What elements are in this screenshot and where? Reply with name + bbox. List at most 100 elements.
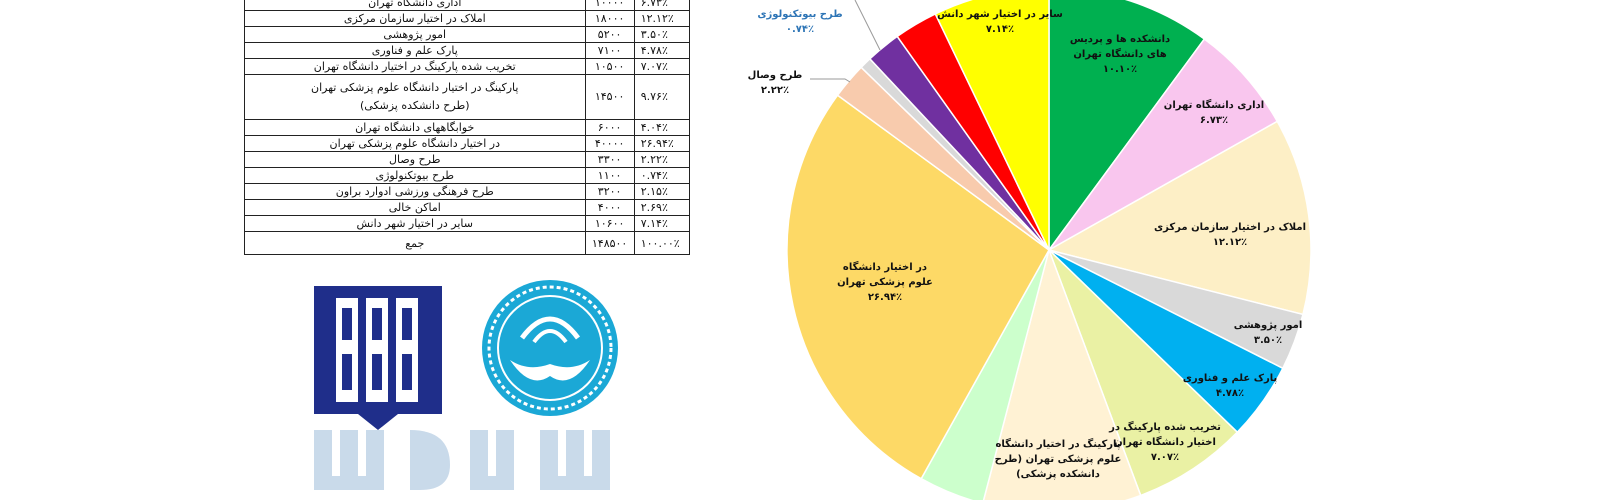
table-cell-name-text: املاک در اختیار سازمان مرکزی xyxy=(343,12,486,25)
table-cell-area: ۷۱۰۰ xyxy=(584,42,635,59)
table-row: تخریب شده پارکینگ در اختیار دانشگاه تهرا… xyxy=(244,58,691,75)
table-cell-name-text: جمع xyxy=(405,236,425,250)
table-cell-name: طرح وصال xyxy=(244,151,586,168)
table-cell-percent: ۶.۷۳٪ xyxy=(633,0,691,11)
table-cell-name: سایر در اختیار شهر دانش xyxy=(244,215,586,232)
table-cell-name-text: خوابگاههای دانشگاه تهران xyxy=(355,121,475,134)
table-cell-name: اماکن خالی xyxy=(244,199,586,216)
table-cell-area: ۱۰۶۰۰ xyxy=(584,215,635,232)
table-cell-name: تخریب شده پارکینگ در اختیار دانشگاه تهرا… xyxy=(244,58,586,75)
table-cell-percent: ۲.۲۲٪ xyxy=(633,151,691,168)
pie-value-label: ۳.۵۰٪ xyxy=(1254,335,1282,346)
table-cell-percent: ۷.۰۷٪ xyxy=(633,58,691,75)
table-cell-name: در اختیار دانشگاه علوم پزشکی تهران xyxy=(244,135,586,152)
table-cell-name: پارکینگ در اختیار دانشگاه علوم پزشکی تهر… xyxy=(244,74,586,120)
table-cell-area: ۳۲۰۰ xyxy=(584,183,635,200)
pie-leader-line xyxy=(854,0,881,51)
table-cell-name-text: امور پژوهشی xyxy=(383,28,447,41)
table-row: اداری دانشگاه تهران ۱۰۰۰۰ ۶.۷۳٪ xyxy=(244,0,691,11)
pie-label: تخریب شده پارکینگ در اختیار دانشگاه تهران… xyxy=(1108,421,1221,463)
table-cell-name: املاک در اختیار سازمان مرکزی xyxy=(244,10,586,27)
table-total-row: جمع ۱۴۸۵۰۰ ۱۰۰.۰۰٪ xyxy=(244,231,691,255)
pie-label: دانشکده ها و پردیس های دانشگاه تهران ۱۰.۱۰… xyxy=(1070,34,1170,75)
table-cell-name: طرح بیوتکنولوژی xyxy=(244,167,586,184)
pie-value-label: ۶.۷۳٪ xyxy=(1200,115,1228,126)
table-cell-percent: ۱۰۰.۰۰٪ xyxy=(633,231,691,255)
table-row: پارکینگ در اختیار دانشگاه علوم پزشکی تهر… xyxy=(244,74,691,120)
table-cell-name-line2: (طرح دانشکده پزشکی) xyxy=(359,99,470,112)
table-cell-area: ۱۱۰۰ xyxy=(584,167,635,184)
table-cell-name-text: طرح وصال xyxy=(389,153,441,166)
table-body: اداری دانشگاه تهران ۱۰۰۰۰ ۶.۷۳٪ املاک در اخ… xyxy=(244,0,691,255)
table-cell-percent: ۲.۱۵٪ xyxy=(633,183,691,200)
pie-value-label: ۱۰.۱۰٪ xyxy=(1103,64,1137,75)
table-cell-name-text: سایر در اختیار شهر دانش xyxy=(356,217,473,230)
pie-value-label: ۴.۷۸٪ xyxy=(1216,388,1244,399)
table-cell-name-text: پارک علم و فناوری xyxy=(371,44,458,57)
pie-label: در اختیار دانشگاه علوم پزشکی تهران ۲۶.۹۴٪ xyxy=(837,260,933,303)
pie-label: امور پژوهشی ۳.۵۰٪ xyxy=(1234,320,1303,346)
table-cell-name-text: طرح بیوتکنولوژی xyxy=(375,169,455,182)
pie-leader-line xyxy=(810,78,851,83)
table-row: املاک در اختیار سازمان مرکزی ۱۸۰۰۰ ۱۲.۱۲٪ xyxy=(244,10,691,27)
table-cell-name-text: طرح فرهنگی ورزشی ادوارد براون xyxy=(335,185,494,198)
pie-label: اداری دانشگاه تهران ۶.۷۳٪ xyxy=(1164,98,1264,126)
table-cell-name-text: در اختیار دانشگاه علوم پزشکی تهران xyxy=(329,137,501,150)
table-cell-area: ۱۴۸۵۰۰ xyxy=(584,231,635,255)
logos-art xyxy=(314,280,618,490)
table-cell-percent: ۳.۵۰٪ xyxy=(633,26,691,43)
table-row: سایر در اختیار شهر دانش ۱۰۶۰۰ ۷.۱۴٪ xyxy=(244,215,691,232)
pie-slice xyxy=(982,247,1142,500)
table-row: طرح وصال ۳۳۰۰ ۲.۲۲٪ xyxy=(244,151,691,168)
table-cell-name-text: تخریب شده پارکینگ در اختیار دانشگاه تهرا… xyxy=(313,60,516,73)
pie-leader-lines xyxy=(810,0,881,83)
pie-labels: دانشکده ها و پردیس های دانشگاه تهران ۱۰.۱۰… xyxy=(748,9,1306,480)
table-cell-percent: ۷.۱۴٪ xyxy=(633,215,691,232)
table-cell-area: ۱۰۵۰۰ xyxy=(584,58,635,75)
pie-slice xyxy=(934,0,1050,251)
area-table: اداری دانشگاه تهران ۱۰۰۰۰ ۶.۷۳٪ املاک در اخ… xyxy=(244,0,691,255)
tums-logo xyxy=(314,286,442,430)
pie-label: پارک علم و فناوری ۴.۷۸٪ xyxy=(1183,373,1278,399)
table-cell-area: ۴۰۰۰ xyxy=(584,199,635,216)
pie-slice xyxy=(1048,0,1206,253)
table-cell-name-text: اداری دانشگاه تهران xyxy=(368,0,462,9)
pie-value-label: ۱۲.۱۲٪ xyxy=(1213,237,1247,248)
table-cell-name: خوابگاههای دانشگاه تهران xyxy=(244,119,586,136)
table-cell-name: پارک علم و فناوری xyxy=(244,42,586,59)
shahr-danesh-wordmark xyxy=(314,430,610,490)
table-cell-name: جمع xyxy=(244,231,586,255)
table-cell-name: اداری دانشگاه تهران xyxy=(244,0,586,11)
pie-value-label: ۲.۲۲٪ xyxy=(761,85,789,96)
pie-value-label: ۷.۰۷٪ xyxy=(1151,452,1179,463)
table-cell-area: ۴۰۰۰۰ xyxy=(584,135,635,152)
table-cell-percent: ۴.۰۴٪ xyxy=(633,119,691,136)
table-cell-area: ۱۰۰۰۰ xyxy=(584,0,635,11)
table-cell-area: ۶۰۰۰ xyxy=(584,119,635,136)
pie-label: طرح وصال ۲.۲۲٪ xyxy=(748,70,803,96)
table-cell-area: ۳۳۰۰ xyxy=(584,151,635,168)
table-row: طرح بیوتکنولوژی ۱۱۰۰ ۰.۷۴٪ xyxy=(244,167,691,184)
table-row: طرح فرهنگی ورزشی ادوارد براون ۳۲۰۰ ۲.۱۵٪ xyxy=(244,183,691,200)
table-cell-name-text: پارکینگ در اختیار دانشگاه علوم پزشکی تهر… xyxy=(311,81,519,94)
table-row: اماکن خالی ۴۰۰۰ ۲.۶۹٪ xyxy=(244,199,691,216)
table-cell-area: ۱۴۵۰۰ xyxy=(584,74,635,120)
table-cell-percent: ۲.۶۹٪ xyxy=(633,199,691,216)
table-cell-name-text: اماکن خالی xyxy=(388,201,441,214)
table-cell-percent: ۴.۷۸٪ xyxy=(633,42,691,59)
pie-slice xyxy=(1048,249,1239,497)
pie-value-label: ۰.۷۴٪ xyxy=(786,24,814,35)
tehran-university-seal xyxy=(482,280,618,416)
pie-value-label: ۷.۱۴٪ xyxy=(986,24,1014,35)
pie-label: املاک در اختیار سازمان مرکزی ۱۲.۱۲٪ xyxy=(1154,222,1306,248)
table-cell-percent: ۹.۷۶٪ xyxy=(633,74,691,120)
table-row: در اختیار دانشگاه علوم پزشکی تهران ۴۰۰۰۰ ۲… xyxy=(244,135,691,152)
table-cell-percent: ۰.۷۴٪ xyxy=(633,167,691,184)
table-cell-area: ۱۸۰۰۰ xyxy=(584,10,635,27)
table-cell-name: طرح فرهنگی ورزشی ادوارد براون xyxy=(244,183,586,200)
table-cell-area: ۵۲۰۰ xyxy=(584,26,635,43)
pie-slice xyxy=(786,94,1050,480)
table-cell-percent: ۱۲.۱۲٪ xyxy=(633,10,691,27)
pie-label: پارکینگ در اختیار دانشگاه علوم پزشکی تهرا… xyxy=(995,437,1122,480)
pie-slices xyxy=(786,0,1312,500)
